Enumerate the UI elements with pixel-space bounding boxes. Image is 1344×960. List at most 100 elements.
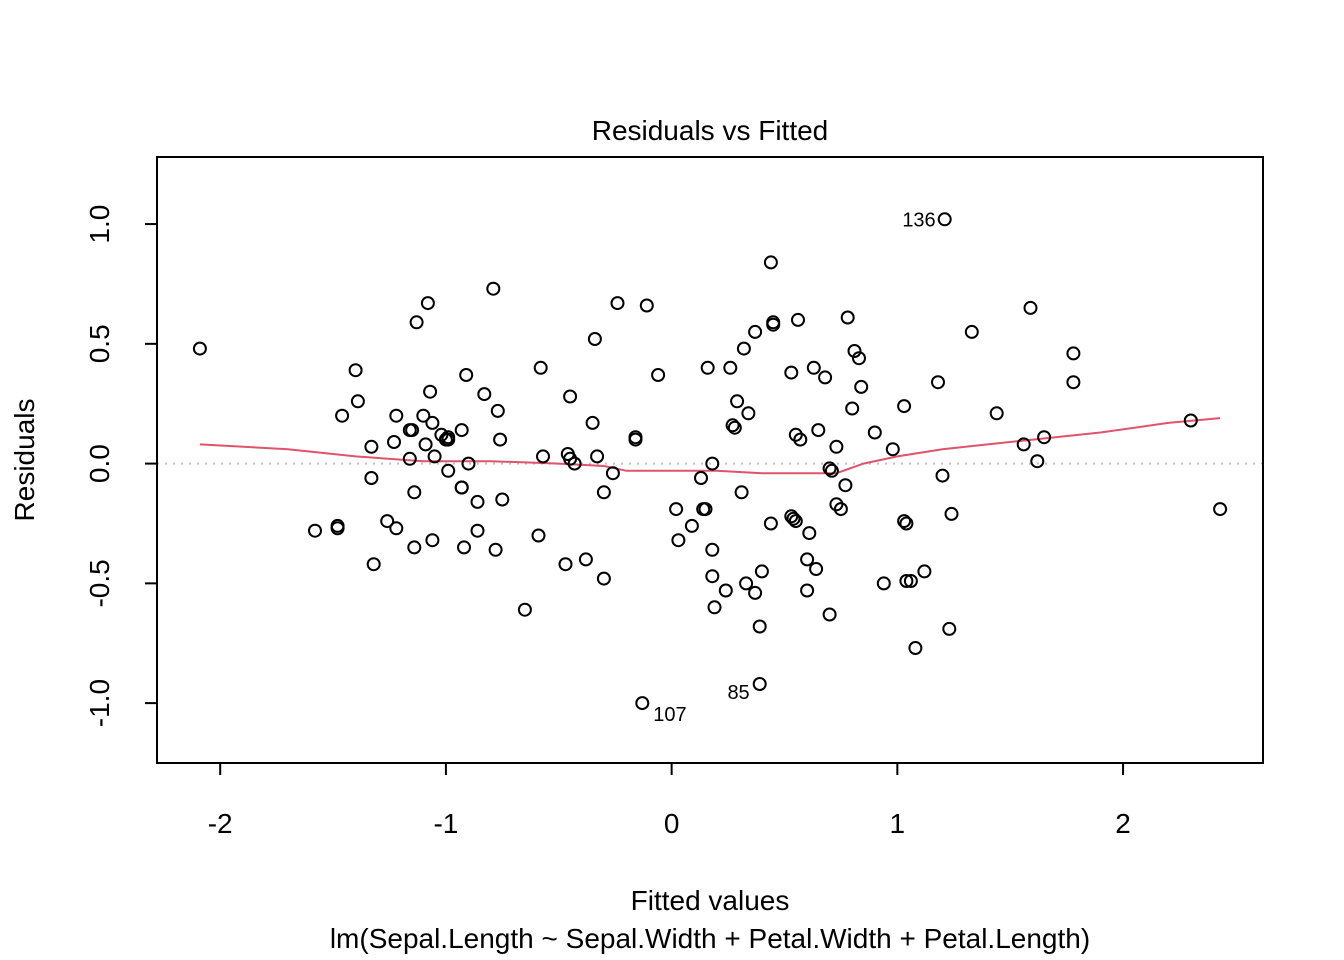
- residual-point: [937, 212, 952, 227]
- residual-point: [335, 408, 350, 423]
- residual-point: [596, 485, 611, 500]
- residual-point: [698, 502, 713, 517]
- residual-point: [536, 449, 550, 464]
- residual-point: [605, 466, 620, 481]
- plot-frame: [156, 156, 1264, 764]
- residual-point: [727, 420, 742, 435]
- residual-point: [477, 387, 492, 402]
- residual-point: [829, 439, 844, 454]
- residual-point: [578, 552, 593, 567]
- residual-point: [1183, 413, 1198, 428]
- residual-point: [700, 360, 715, 375]
- y-tick-label: -0.5: [84, 559, 115, 607]
- residual-point: [1030, 454, 1045, 469]
- residual-point: [1213, 502, 1228, 517]
- residual-point: [739, 576, 754, 591]
- residual-point: [470, 523, 485, 538]
- residual-point: [420, 296, 435, 311]
- residual-point: [964, 324, 979, 339]
- residual-point: [736, 341, 751, 356]
- residual-point: [705, 542, 720, 557]
- smooth-line: [199, 417, 1221, 475]
- residual-point: [517, 602, 532, 617]
- residual-point: [822, 607, 837, 622]
- residual-point: [809, 562, 824, 576]
- residual-point: [741, 406, 756, 421]
- residual-point: [833, 502, 848, 517]
- residual-point: [800, 583, 815, 598]
- residual-point: [897, 399, 912, 414]
- residual-point: [364, 439, 379, 454]
- residual-point: [407, 540, 422, 555]
- residual-point: [806, 360, 821, 375]
- residual-point: [671, 533, 686, 548]
- residual-point: [425, 533, 440, 548]
- residual-point: [867, 425, 882, 440]
- model-subtitle: lm(Sepal.Length ~ Sepal.Width + Petal.Wi…: [330, 923, 1090, 954]
- residual-point: [917, 564, 932, 579]
- x-tick-label: 0: [664, 808, 680, 839]
- y-tick-label: -1.0: [84, 679, 115, 727]
- x-axis-label: Fitted values: [631, 885, 790, 916]
- residual-point: [669, 502, 684, 517]
- residual-point: [723, 360, 738, 375]
- point-label: 85: [727, 682, 749, 704]
- residual-point: [454, 480, 469, 495]
- residual-point: [899, 574, 914, 588]
- residual-point: [1016, 437, 1031, 452]
- residual-point: [766, 317, 781, 332]
- residual-point: [876, 576, 891, 591]
- residual-point: [563, 389, 578, 404]
- residual-point: [944, 506, 959, 521]
- residual-point: [409, 315, 424, 330]
- residual-point: [763, 516, 778, 531]
- residual-point: [418, 437, 433, 452]
- residual-point: [425, 415, 440, 430]
- residual-point: [585, 415, 600, 430]
- residual-point: [454, 423, 469, 438]
- residual-point: [558, 557, 573, 572]
- residual-point: [427, 449, 442, 464]
- residual-point: [441, 432, 456, 447]
- residual-point: [931, 375, 945, 390]
- residual-point: [389, 408, 404, 423]
- residual-point: [364, 471, 379, 485]
- point-label: 136: [902, 209, 935, 231]
- residual-point: [531, 528, 546, 543]
- residual-point: [416, 408, 431, 423]
- x-tick-label: -2: [208, 808, 233, 839]
- x-tick-label: -1: [433, 808, 458, 839]
- residual-point: [651, 368, 666, 382]
- residual-point: [587, 332, 602, 346]
- residual-point: [800, 552, 815, 567]
- residual-point: [486, 281, 501, 296]
- residual-point: [639, 298, 654, 313]
- residual-point: [885, 442, 900, 457]
- residual-point: [784, 365, 799, 380]
- residual-point: [942, 621, 957, 636]
- residual-point: [684, 518, 699, 533]
- residual-point: [590, 449, 605, 464]
- residual-point: [457, 540, 471, 555]
- residual-point: [1023, 300, 1038, 315]
- residual-point: [348, 363, 363, 378]
- residual-point: [903, 574, 918, 588]
- residual-point: [730, 394, 745, 409]
- residual-point: [989, 406, 1004, 421]
- residual-point: [811, 423, 826, 438]
- residual-point: [718, 583, 733, 598]
- y-axis-label: Residuals: [9, 399, 40, 522]
- residual-point: [935, 468, 950, 483]
- residual-point: [897, 514, 912, 529]
- residual-point: [635, 696, 650, 711]
- residual-point: [389, 521, 404, 536]
- residual-point: [192, 341, 207, 356]
- residual-point: [596, 571, 611, 586]
- y-tick-label: 0.5: [84, 324, 115, 363]
- residual-point: [791, 312, 805, 327]
- residual-point: [694, 471, 708, 485]
- residual-point: [533, 360, 548, 375]
- residual-point: [488, 542, 503, 557]
- residual-point: [461, 456, 476, 471]
